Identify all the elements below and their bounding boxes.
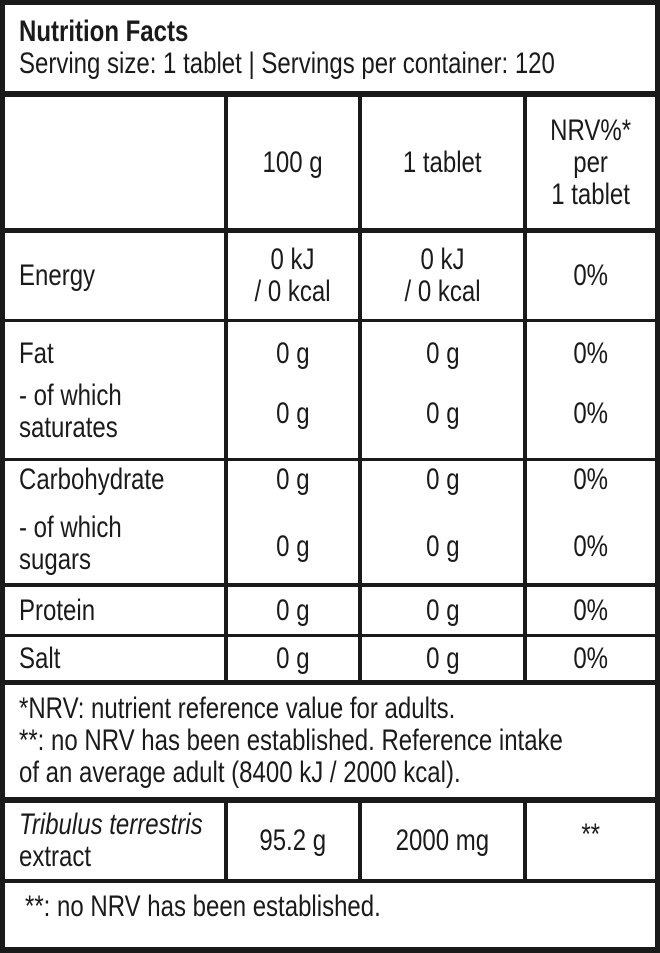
salt-label: Salt	[19, 641, 61, 675]
carbohydrate-value: 0 g	[276, 463, 310, 496]
row-carb-100g: 0 g 0 g	[228, 461, 358, 583]
sugars-label: sugars	[19, 543, 92, 576]
saturates-label: - of which	[19, 379, 122, 412]
footnote-line: of an average adult (8400 kJ / 2000 kcal…	[19, 756, 461, 789]
header-nrv-line: per	[573, 145, 609, 179]
row-energy-tablet: 0 kJ/ 0 kcal	[362, 233, 523, 319]
extract-label: Tribulus terrestris	[19, 808, 203, 841]
header-nrv: NRV%* per 1 tablet	[527, 97, 655, 228]
energy-nrv: 0%	[573, 259, 609, 292]
fat-label: Fat	[19, 337, 54, 370]
row-carb-label: Carbohydrate - of which sugars	[5, 461, 224, 583]
row-fat-100g: 0 g 0 g	[228, 322, 358, 458]
footnote2-text: **: no NRV has been established.	[25, 890, 381, 923]
sugars-value: 0 g	[276, 530, 310, 563]
row-carb-nrv: 0% 0%	[527, 461, 655, 583]
footnote-line: **: no NRV has been established. Referen…	[19, 724, 563, 757]
saturates-label: saturates	[19, 411, 118, 444]
salt-value: 0 g	[276, 641, 310, 675]
row-energy-label: Energy	[5, 233, 224, 319]
row-protein-tablet: 0 g	[362, 587, 523, 634]
label-title: Nutrition Facts	[19, 15, 189, 48]
footnote-line: *NRV: nutrient reference value for adult…	[19, 692, 456, 725]
salt-value: 0 g	[425, 641, 460, 675]
protein-label: Protein	[19, 593, 96, 627]
footnote-block: *NRV: nutrient reference value for adult…	[5, 685, 655, 797]
header-nrv-line: NRV%*	[550, 113, 632, 147]
header-100g-text: 100 g	[262, 145, 324, 179]
carbohydrate-value: 0 g	[425, 463, 460, 496]
serving-info: Serving size: 1 tablet | Servings per co…	[19, 47, 555, 80]
row-salt-nrv: 0%	[527, 637, 655, 680]
row-fat-tablet: 0 g 0 g	[362, 322, 523, 458]
title-block: Nutrition Facts Serving size: 1 tablet |…	[5, 5, 655, 91]
row-salt-label: Salt	[5, 637, 224, 680]
header-empty-cell	[5, 97, 224, 228]
saturates-nrv: 0%	[573, 397, 609, 430]
saturates-value: 0 g	[276, 397, 310, 430]
sugars-value: 0 g	[425, 530, 460, 563]
sugars-nrv: 0%	[573, 530, 609, 563]
header-nrv-line: 1 tablet	[551, 177, 631, 211]
energy-label: Energy	[19, 259, 96, 292]
energy-kcal: / 0 kcal	[254, 275, 332, 308]
carbohydrate-nrv: 0%	[573, 463, 609, 496]
fat-value: 0 g	[276, 337, 310, 370]
row-extract-tablet: 2000 mg	[362, 803, 523, 879]
row-fat-label: Fat - of which saturates	[5, 322, 224, 458]
row-protein-100g: 0 g	[228, 587, 358, 634]
row-salt-100g: 0 g	[228, 637, 358, 680]
energy-kj: 0 kJ	[270, 243, 315, 276]
row-energy-100g: 0 kJ/ 0 kcal	[228, 233, 358, 319]
row-energy-nrv: 0%	[527, 233, 655, 319]
protein-value: 0 g	[276, 593, 310, 627]
fat-nrv: 0%	[573, 337, 609, 370]
header-1-tablet: 1 tablet	[362, 97, 523, 228]
row-protein-nrv: 0%	[527, 587, 655, 634]
sugars-label: - of which	[19, 511, 122, 544]
extract-value: 2000 mg	[395, 824, 490, 857]
carbohydrate-label: Carbohydrate	[19, 463, 165, 496]
energy-kj: 0 kJ	[420, 243, 465, 276]
header-100g: 100 g	[228, 97, 358, 228]
row-extract-nrv: **	[527, 803, 655, 879]
salt-nrv: 0%	[573, 641, 609, 675]
extract-label: extract	[19, 840, 92, 873]
row-protein-label: Protein	[5, 587, 224, 634]
row-extract-label: Tribulus terrestris extract	[5, 803, 224, 879]
row-salt-tablet: 0 g	[362, 637, 523, 680]
extract-nrv: **	[581, 818, 601, 851]
extract-value: 95.2 g	[259, 824, 327, 857]
header-1-tablet-text: 1 tablet	[403, 145, 482, 179]
protein-value: 0 g	[425, 593, 460, 627]
protein-nrv: 0%	[573, 593, 609, 627]
row-carb-tablet: 0 g 0 g	[362, 461, 523, 583]
fat-value: 0 g	[425, 337, 460, 370]
saturates-value: 0 g	[425, 397, 460, 430]
row-fat-nrv: 0% 0%	[527, 322, 655, 458]
footnote2-block: **: no NRV has been established.	[5, 883, 655, 947]
energy-kcal: / 0 kcal	[404, 275, 481, 308]
row-extract-100g: 95.2 g	[228, 803, 358, 879]
